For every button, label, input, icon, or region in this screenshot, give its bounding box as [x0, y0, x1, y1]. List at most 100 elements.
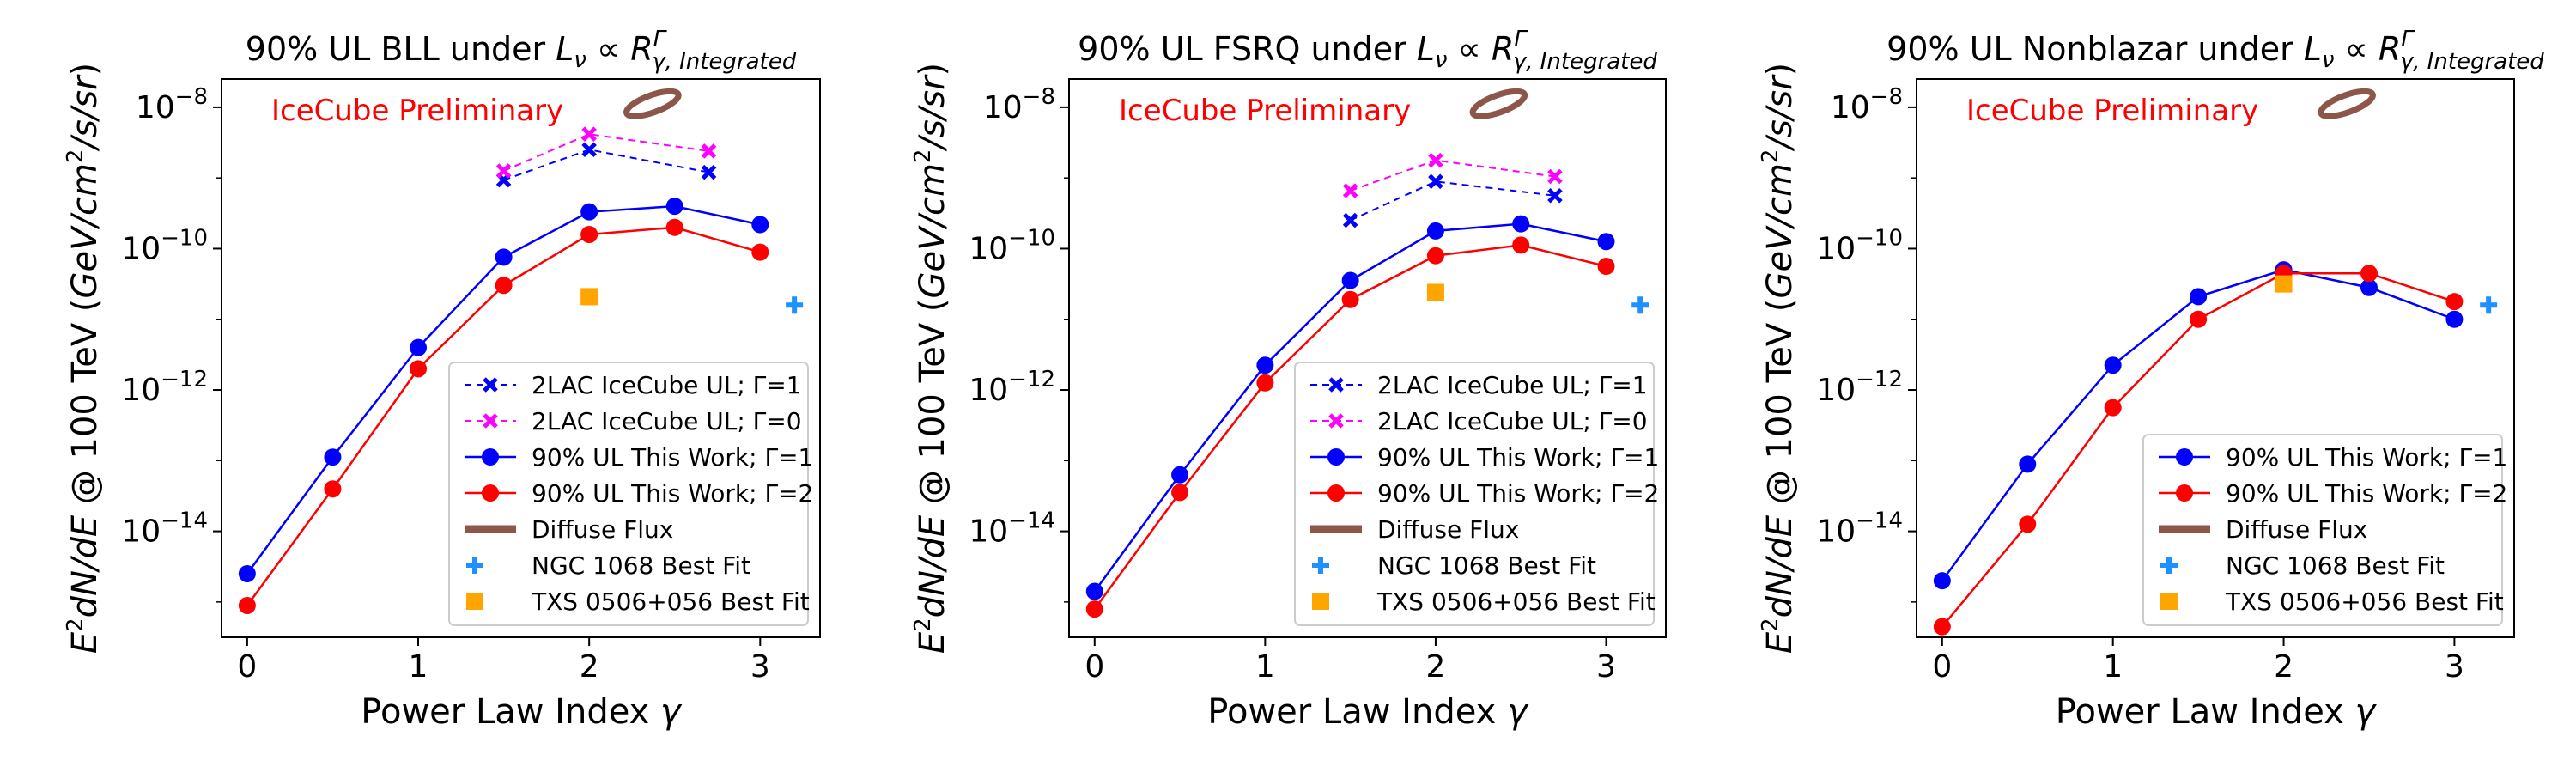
y-tick-label: 10−14: [969, 508, 1055, 550]
legend: 90% UL This Work; Γ=1 90% UL This Work; Γ…: [2142, 434, 2507, 626]
series-line-2: [503, 133, 709, 172]
series-3-point: [665, 198, 683, 216]
y-tick-label: 10−14: [121, 508, 208, 550]
y-tick-label: 10−12: [121, 367, 208, 408]
x-tick-label: 2: [1425, 649, 1445, 685]
legend-marker: [1328, 413, 1344, 429]
series-4-point: [1597, 258, 1615, 276]
chart-title: 90% UL FSRQ under Lν ∝ RΓ γ, Integrated: [1078, 27, 1657, 75]
series-1-point: [1933, 572, 1951, 590]
legend-box: [1294, 362, 1655, 626]
series-4-point: [1256, 374, 1274, 392]
series-3-point: [1426, 222, 1444, 240]
series-4-point: [324, 480, 342, 498]
series-3-point: [1512, 215, 1530, 233]
y-tick-label: 10−10: [121, 225, 208, 266]
y-tick-label: 10−10: [969, 225, 1055, 266]
panel-2: 0 1 2 3 10−14 10−12 10−10 10−8 90% UL FSRQ under…: [910, 27, 1667, 732]
series-4-point: [580, 226, 598, 244]
x-axis-label: Power Law Index γ: [1207, 692, 1529, 732]
series-1-point: [2019, 455, 2037, 473]
legend-marker: [466, 593, 483, 610]
x-tick-label: 3: [750, 649, 770, 685]
legend-marker: [1327, 484, 1345, 502]
legend: 2LAC IceCube UL; Γ=1 2LAC IceCube UL; Γ=0…: [1294, 362, 1659, 626]
preliminary-annotation: IceCube Preliminary: [271, 94, 563, 128]
legend-marker: [1327, 448, 1345, 466]
y-axis-label: E2dN/dE @ 100 TeV (GeV/cm2/s/sr): [1758, 63, 1800, 654]
x-tick-label: 0: [237, 649, 257, 685]
series-2-point: [495, 163, 512, 179]
legend-label: NGC 1068 Best Fit: [532, 551, 750, 580]
y-tick-label: 10−8: [136, 84, 208, 125]
legend-marker: [482, 448, 499, 466]
series-4-point: [238, 596, 256, 614]
plot-frame: [1916, 78, 2515, 638]
legend-label: 90% UL This Work; Γ=1: [532, 443, 813, 472]
series-2-point: [2104, 399, 2122, 417]
legend-label: 90% UL This Work; Γ=2: [532, 479, 813, 508]
series-3-point: [410, 338, 428, 356]
panel-3: 0 1 2 3 10−14 10−12 10−10 10−8 90% UL Nonblazar …: [1758, 27, 2544, 732]
series-4-point: [495, 277, 513, 295]
x-tick-label: 1: [409, 649, 428, 685]
y-axis-label: E2dN/dE @ 100 TeV (GeV/cm2/s/sr): [910, 63, 952, 654]
x-tick-label: 2: [2274, 649, 2293, 685]
preliminary-annotation: IceCube Preliminary: [1966, 94, 2258, 128]
legend-label: TXS 0506+056 Best Fit: [1376, 587, 1656, 616]
series-2-point: [2360, 265, 2378, 283]
txs0506-best-fit-point: [580, 288, 598, 306]
series-4-point: [665, 218, 683, 236]
x-axis-label: Power Law Index γ: [361, 692, 683, 732]
series-3-point: [495, 248, 513, 266]
legend-label: TXS 0506+056 Best Fit: [2225, 587, 2504, 616]
txs0506-best-fit-point: [2275, 275, 2293, 293]
diffuse-flux-contour: [2318, 88, 2376, 119]
legend-marker: [1328, 377, 1344, 393]
legend-marker: [482, 484, 499, 502]
y-tick-label: 10−8: [983, 84, 1055, 125]
series-4-point: [1085, 600, 1103, 618]
series-2-point: [1342, 183, 1358, 198]
legend-label: NGC 1068 Best Fit: [1377, 551, 1596, 580]
series-3-point: [324, 448, 342, 466]
legend-label: TXS 0506+056 Best Fit: [531, 587, 810, 616]
legend-marker: [2160, 593, 2178, 610]
legend-marker: [483, 413, 498, 429]
x-tick-label: 0: [1084, 649, 1104, 685]
series-4-point: [410, 360, 428, 378]
series-4-point: [1341, 290, 1359, 308]
legend-marker: [483, 377, 498, 393]
legend-marker: [2160, 557, 2178, 574]
series-3-point: [1085, 582, 1103, 600]
legend-label: Diffuse Flux: [1377, 515, 1519, 544]
legend-box: [2142, 434, 2503, 626]
series-3-point: [1171, 466, 1189, 484]
legend-label: 2LAC IceCube UL; Γ=0: [532, 407, 802, 435]
series-3-point: [238, 564, 256, 582]
series-2-point: [2445, 293, 2464, 311]
legend-label: Diffuse Flux: [532, 515, 673, 544]
x-tick-label: 3: [1596, 649, 1616, 685]
legend-label: 2LAC IceCube UL; Γ=0: [1377, 407, 1648, 435]
diffuse-flux-contour: [623, 88, 682, 119]
series-1-point: [2190, 288, 2208, 306]
series-1-point: [2104, 356, 2122, 374]
series-1-point: [1342, 212, 1358, 228]
y-tick-label: 10−10: [1816, 225, 1903, 266]
series-1-point: [2445, 310, 2464, 328]
series-2-point: [1547, 168, 1563, 185]
legend-box: [448, 362, 809, 626]
legend-marker: [1312, 557, 1329, 574]
legend-marker: [1312, 593, 1329, 610]
series-line-1: [1350, 180, 1556, 222]
chart-title: 90% UL Nonblazar under Lν ∝ RΓ γ, Integra…: [1886, 27, 2544, 75]
y-tick-label: 10−12: [1816, 367, 1903, 408]
ngc1068-best-fit-point: [2480, 296, 2498, 314]
series-3-point: [580, 203, 598, 221]
y-tick-label: 10−12: [969, 367, 1055, 408]
series-4-point: [1171, 484, 1189, 502]
x-tick-label: 1: [1255, 649, 1275, 685]
series-2-point: [2190, 310, 2208, 328]
diffuse-flux-contour: [1469, 88, 1528, 119]
